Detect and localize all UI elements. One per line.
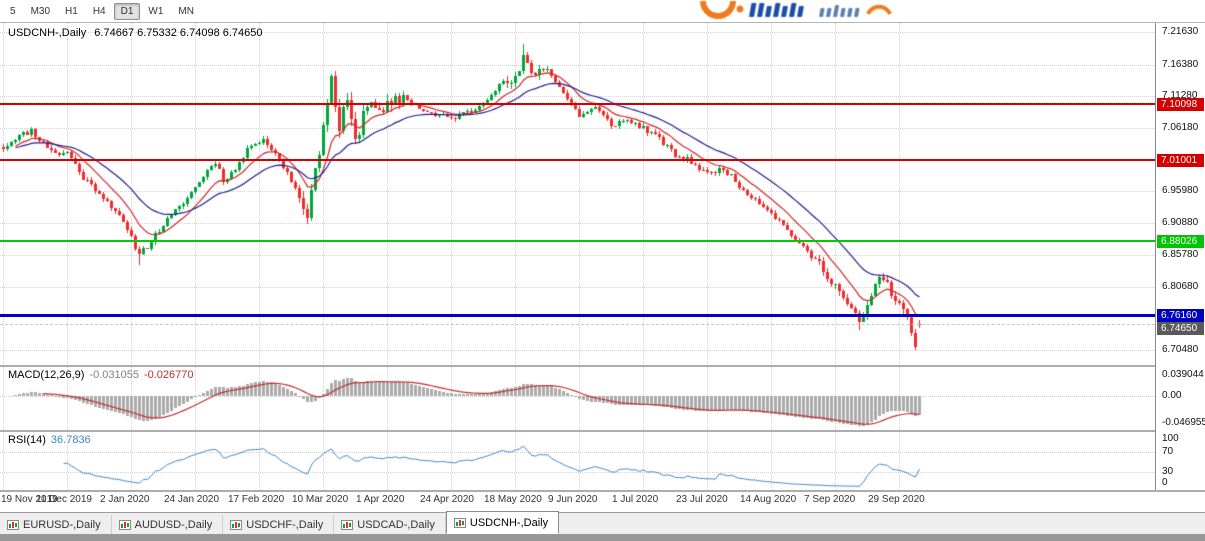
price-tick-label: 7.11280: [1162, 90, 1198, 101]
macd-tick-label: -0.046955: [1162, 417, 1205, 428]
price-tick-label: 6.90880: [1162, 217, 1199, 228]
window-bottom-strip: [0, 534, 1205, 541]
time-axis-label: 14 Aug 2020: [740, 494, 797, 505]
timeframe-button-5[interactable]: 5: [3, 3, 23, 20]
panel-separator: [0, 490, 1205, 492]
price-tick-label: 7.21630: [1162, 26, 1199, 37]
rsi-value: 36.7836: [50, 434, 91, 446]
price-tick-label: 6.70480: [1162, 344, 1199, 355]
chart-tab-usdcad[interactable]: USDCAD-,Daily: [334, 515, 446, 534]
time-axis-label: 17 Feb 2020: [228, 494, 285, 505]
time-axis-label: 24 Jan 2020: [164, 494, 220, 505]
price-tick-label: 7.16380: [1162, 59, 1199, 70]
time-axis-label: 7 Sep 2020: [804, 494, 856, 505]
timeframe-button-w1[interactable]: W1: [141, 3, 170, 20]
chart-tab-icon: [453, 517, 466, 528]
chart-tab-label: USDCNH-,Daily: [469, 516, 549, 529]
current-price-line: [0, 324, 1155, 325]
chart-tab-label: USDCAD-,Daily: [357, 518, 435, 531]
macd-name: MACD(12,26,9): [8, 369, 85, 381]
chart-tab-icon: [341, 519, 354, 530]
chart-tab-icon: [230, 519, 243, 530]
chart-tab-usdchf[interactable]: USDCHF-,Daily: [223, 515, 335, 534]
rsi-tick-label: 0: [1162, 477, 1168, 488]
macd-indicator-label: MACD(12,26,9) -0.031055 -0.026770: [8, 369, 194, 381]
chart-tab-label: USDCHF-,Daily: [246, 518, 324, 531]
timeframe-toolbar: 5 M30 H1 H4 D1 W1 MN: [0, 0, 1205, 23]
price-tick-label: 6.95980: [1162, 185, 1199, 196]
time-axis-label: 18 May 2020: [484, 494, 542, 505]
timeframe-buttons: 5 M30 H1 H4 D1 W1 MN: [0, 2, 201, 20]
panel-separator: [0, 430, 1205, 432]
horizontal-level-line-7.01001[interactable]: [0, 159, 1155, 161]
chart-tabs-bar: EURUSD-,Daily AUDUSD-,Daily USDCHF-,Daily U…: [0, 511, 1205, 534]
time-axis-label: 10 Mar 2020: [292, 494, 349, 505]
rsi-indicator-label: RSI(14) 36.7836: [8, 434, 91, 446]
chart-tab-label: EURUSD-,Daily: [23, 518, 101, 531]
price-tick-label: 7.06180: [1162, 122, 1199, 133]
chart-tab-label: AUDUSD-,Daily: [134, 518, 213, 531]
time-axis-label: 24 Apr 2020: [420, 494, 474, 505]
rsi-tick-label: 30: [1162, 466, 1174, 477]
price-line-badge: 6.88026: [1157, 235, 1204, 248]
rsi-name: RSI(14): [8, 434, 46, 446]
time-axis-label: 1 Jul 2020: [612, 494, 659, 505]
chart-tab-eurusd[interactable]: EURUSD-,Daily: [0, 515, 112, 534]
macd-tick-label: 0.039044: [1162, 369, 1204, 380]
time-axis-label: 9 Jun 2020: [548, 494, 598, 505]
price-line-badge: 7.10098: [1157, 98, 1204, 111]
broker-logo: [700, 0, 892, 19]
horizontal-level-line-6.7616[interactable]: [0, 314, 1155, 317]
rsi-tick-label: 100: [1162, 433, 1179, 444]
timeframe-button-m30[interactable]: M30: [24, 3, 57, 20]
time-axis-label: 1 Apr 2020: [356, 494, 405, 505]
current-price-badge: 6.74650: [1157, 322, 1204, 335]
chart-symbol-period: USDCNH-,Daily: [8, 27, 87, 39]
chart-tab-audusd[interactable]: AUDUSD-,Daily: [112, 515, 224, 534]
horizontal-level-line-6.88026[interactable]: [0, 240, 1155, 242]
chart-tab-icon: [7, 519, 19, 530]
time-axis-label: 19 Nov 2019: [1, 494, 58, 505]
price-tick-label: 6.85780: [1162, 249, 1199, 260]
rsi-tick-label: 70: [1162, 446, 1174, 457]
timeframe-button-mn[interactable]: MN: [171, 3, 201, 20]
timeframe-button-h4[interactable]: H4: [86, 3, 113, 20]
time-axis-label: 11 Dec 2019: [36, 494, 92, 505]
time-axis[interactable]: 19 Nov 2019 11 Dec 2019 2 Jan 2020 24 Jan 2…: [0, 490, 1155, 512]
chart-ohlc-values: 6.74667 6.75332 6.74098 6.74650: [94, 27, 263, 39]
macd-signal-value: -0.026770: [143, 369, 194, 381]
price-tick-label: 6.80680: [1162, 281, 1199, 292]
horizontal-level-line-7.10098[interactable]: [0, 103, 1155, 105]
chart-tab-usdcnh[interactable]: USDCNH-,Daily: [445, 511, 560, 534]
macd-tick-label: 0.00: [1162, 390, 1182, 401]
macd-main-value: -0.031055: [89, 369, 139, 381]
timeframe-button-d1[interactable]: D1: [113, 2, 141, 20]
price-line-badge: 7.01001: [1157, 154, 1204, 167]
time-axis-label: 2 Jan 2020: [100, 494, 150, 505]
time-axis-label: 23 Jul 2020: [676, 494, 728, 505]
timeframe-button-h1[interactable]: H1: [58, 3, 85, 20]
time-axis-label: 29 Sep 2020: [868, 494, 925, 505]
chart-tab-icon: [118, 519, 131, 530]
panel-separator: [0, 365, 1205, 367]
price-axis[interactable]: 7.21630 7.16380 7.11280 7.06180 6.95980 6.908…: [1155, 22, 1205, 490]
chart-ohlc-label: USDCNH-,Daily 6.74667 6.75332 6.74098 6.…: [8, 27, 263, 39]
price-line-badge: 6.76160: [1157, 309, 1204, 322]
